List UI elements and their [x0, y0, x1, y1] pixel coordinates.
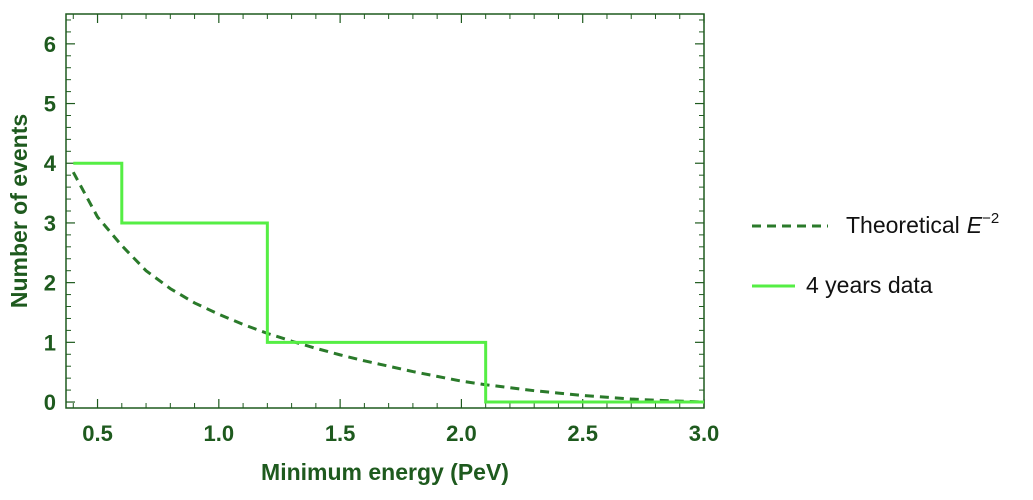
- series-layer: [71, 161, 705, 404]
- legend-label-theoretical-var: E: [967, 212, 983, 238]
- legend-label-theoretical-sup: −2: [982, 210, 999, 227]
- y-tick-label: 0: [44, 390, 56, 415]
- plot-frame: [65, 13, 705, 409]
- y-tick-label: 5: [44, 92, 56, 117]
- y-axis-label: Number of events: [6, 114, 32, 308]
- legend-label-theoretical: Theoretical E−2: [846, 210, 999, 238]
- x-tick-label: 3.0: [689, 421, 720, 446]
- series-line-4-years-data: [73, 161, 704, 404]
- y-tick-label: 4: [44, 151, 57, 176]
- x-axis-label: Minimum energy (PeV): [261, 459, 509, 485]
- legend-label-data: 4 years data: [806, 272, 933, 298]
- y-axis-ticks: 0 1 2 3 4 5 6: [44, 19, 704, 415]
- legend: Theoretical E−2 4 years data: [752, 210, 999, 298]
- y-tick-label: 6: [44, 32, 56, 57]
- y-tick-label: 3: [44, 211, 56, 236]
- series-line-theoretical: [71, 171, 705, 404]
- x-tick-label: 1.5: [325, 421, 356, 446]
- x-tick-label: 2.0: [446, 421, 477, 446]
- y-tick-label: 2: [44, 271, 56, 296]
- x-axis-ticks: 0.5 1.0 1.5 2.0 2.5 3.0: [72, 14, 720, 446]
- x-tick-label: 2.5: [567, 421, 598, 446]
- x-tick-label: 0.5: [82, 421, 113, 446]
- legend-label-theoretical-text: Theoretical: [846, 212, 960, 238]
- x-tick-label: 1.0: [204, 421, 235, 446]
- y-tick-label: 1: [44, 330, 56, 355]
